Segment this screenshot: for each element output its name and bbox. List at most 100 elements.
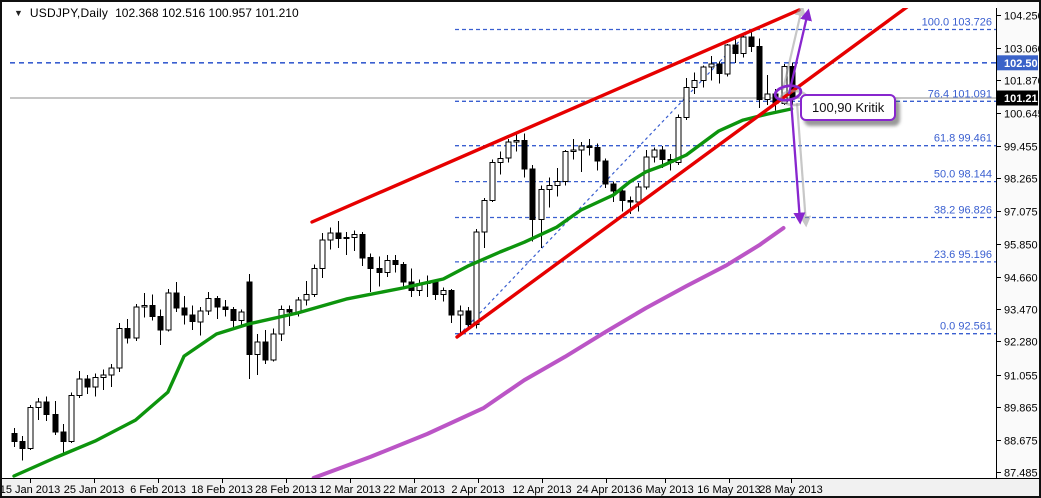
candle — [327, 232, 334, 241]
candle — [173, 292, 180, 309]
x-axis-date-label[interactable]: 12 Apr 2013 — [512, 484, 571, 496]
candle — [60, 431, 67, 443]
candle — [497, 157, 504, 163]
candle — [392, 259, 399, 265]
candle — [303, 294, 310, 301]
candle — [691, 80, 698, 88]
candle — [594, 146, 601, 162]
candle — [254, 341, 261, 356]
candle — [748, 36, 755, 47]
y-axis-tick-label: 89.865 — [1004, 403, 1038, 415]
y-axis-tick-label: 103.060 — [1004, 44, 1039, 56]
candle — [465, 310, 472, 325]
candle — [521, 140, 528, 170]
candle — [92, 377, 99, 388]
candle — [11, 433, 18, 443]
candle — [675, 116, 682, 163]
candle — [35, 401, 42, 409]
x-axis-date-label[interactable]: 28 Feb 2013 — [255, 484, 317, 496]
candle — [683, 86, 690, 118]
candle — [343, 236, 350, 240]
y-axis-tick-label: 99.455 — [1004, 142, 1038, 154]
candle — [359, 234, 366, 259]
candle — [716, 63, 723, 75]
bottom-margin — [2, 479, 1039, 496]
y-axis-tick-label: 91.055 — [1004, 371, 1038, 383]
lower-channel-red[interactable] — [455, 7, 909, 339]
fib-level-label: 76.4 101.091 — [928, 88, 992, 100]
candle — [651, 149, 658, 158]
candle — [400, 264, 407, 283]
fibonacci-retracement[interactable]: 100.0 103.726 76.4 101.091 61.8 99.461 50.0… — [455, 17, 996, 336]
candle — [319, 239, 326, 270]
candle — [238, 311, 245, 321]
fib-level-label: 38.2 96.826 — [934, 205, 992, 217]
up-arrow-shadow — [781, 8, 806, 91]
candle — [141, 304, 148, 308]
down-arrow[interactable] — [789, 99, 806, 225]
x-axis-date-label[interactable]: 28 May 2013 — [759, 484, 823, 496]
plot-background — [10, 8, 996, 478]
candle — [189, 314, 196, 323]
x-axis-date-label[interactable]: 22 Mar 2013 — [383, 484, 445, 496]
candle — [578, 145, 585, 151]
y-axis-tick-label: 88.675 — [1004, 436, 1038, 448]
candle — [43, 401, 50, 416]
fib-level-label: 50.0 98.144 — [934, 169, 992, 181]
candle — [351, 234, 358, 238]
x-axis-date-label[interactable]: 6 May 2013 — [636, 484, 693, 496]
y-axis-tick-label: 100.645 — [1004, 109, 1039, 121]
right-margin — [997, 2, 1039, 478]
candle — [262, 341, 269, 361]
x-axis-date-label[interactable]: 6 Feb 2013 — [130, 484, 186, 496]
candle — [764, 93, 771, 101]
candle — [116, 328, 123, 369]
candle — [546, 185, 553, 191]
upper-channel-red[interactable] — [310, 8, 801, 224]
candle — [708, 63, 715, 68]
fib-level-label: 23.6 95.196 — [934, 249, 992, 261]
up-arrow[interactable] — [787, 8, 812, 95]
candle — [554, 180, 561, 186]
fib-level-label: 100.0 103.726 — [922, 17, 992, 29]
candle — [270, 333, 277, 361]
candle — [570, 149, 577, 153]
x-axis-date-label[interactable]: 2 Apr 2013 — [451, 484, 504, 496]
y-axis-tick-label: 94.660 — [1004, 273, 1038, 285]
candle — [246, 281, 253, 355]
candle — [724, 44, 731, 75]
candle — [602, 160, 609, 185]
candle — [659, 149, 666, 161]
x-axis-date-label[interactable]: 12 Mar 2013 — [319, 484, 381, 496]
horizontal-line-tooltip: 100,90 Kritik — [800, 94, 897, 121]
candlesticks — [11, 29, 796, 461]
candle — [562, 150, 569, 182]
x-axis-date-label[interactable]: 25 Jan 2013 — [64, 484, 125, 496]
candle — [756, 46, 763, 101]
fib-level-label: 0.0 92.561 — [940, 321, 992, 333]
candle — [740, 36, 747, 54]
candle — [440, 289, 447, 295]
y-axis-tick-label: 97.075 — [1004, 207, 1038, 219]
x-axis-date-label[interactable]: 24 Apr 2013 — [576, 484, 635, 496]
axis-price-box — [997, 90, 1038, 106]
candle — [68, 394, 75, 443]
fast-ma-green — [12, 107, 794, 478]
candle — [489, 161, 496, 201]
candle — [19, 441, 26, 450]
x-axis-date-label[interactable]: 16 May 2013 — [697, 484, 761, 496]
highlight-ellipse[interactable] — [773, 84, 803, 102]
candle — [610, 183, 617, 192]
x-axis-date-label[interactable]: 18 Feb 2013 — [191, 484, 253, 496]
x-axis-date-label[interactable]: 15 Jan 2013 — [2, 484, 60, 496]
axis-price-box — [997, 55, 1038, 71]
y-axis-tick-label: 104.250 — [1004, 11, 1039, 23]
candle — [335, 232, 342, 240]
candle — [619, 190, 626, 201]
candle — [700, 66, 707, 82]
candle — [376, 268, 383, 274]
candle — [124, 328, 131, 339]
candle — [230, 309, 237, 321]
